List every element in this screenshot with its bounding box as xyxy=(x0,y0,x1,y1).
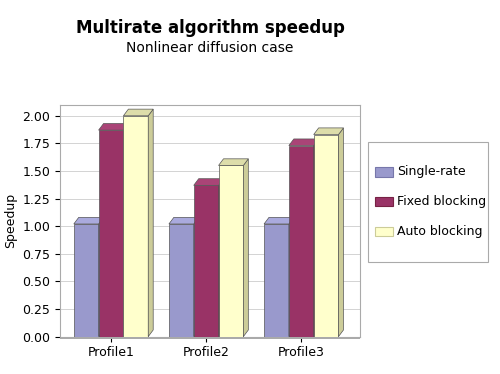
Bar xyxy=(74,224,98,337)
Polygon shape xyxy=(264,217,294,224)
Bar xyxy=(60,337,360,339)
Text: Fixed blocking: Fixed blocking xyxy=(398,195,486,208)
Polygon shape xyxy=(314,128,344,135)
Y-axis label: Speedup: Speedup xyxy=(4,193,16,248)
Polygon shape xyxy=(169,217,198,224)
Bar xyxy=(194,186,218,337)
Polygon shape xyxy=(148,109,153,337)
Polygon shape xyxy=(124,123,128,337)
Bar xyxy=(314,135,338,337)
Bar xyxy=(264,224,289,337)
Text: Auto blocking: Auto blocking xyxy=(398,225,483,238)
Bar xyxy=(98,130,124,337)
Polygon shape xyxy=(244,159,248,337)
Bar xyxy=(169,224,194,337)
Polygon shape xyxy=(218,159,248,165)
Text: Single-rate: Single-rate xyxy=(398,165,466,178)
Text: Multirate algorithm speedup: Multirate algorithm speedup xyxy=(76,19,344,37)
Polygon shape xyxy=(194,179,224,186)
Polygon shape xyxy=(289,139,318,145)
Polygon shape xyxy=(289,217,294,337)
Polygon shape xyxy=(218,179,224,337)
Text: Nonlinear diffusion case: Nonlinear diffusion case xyxy=(126,41,294,55)
Polygon shape xyxy=(74,217,104,224)
Polygon shape xyxy=(194,217,198,337)
Bar xyxy=(218,165,244,337)
Bar xyxy=(124,116,148,337)
Polygon shape xyxy=(98,217,103,337)
Polygon shape xyxy=(124,109,153,116)
Polygon shape xyxy=(98,123,128,130)
Polygon shape xyxy=(314,139,318,337)
Polygon shape xyxy=(338,128,344,337)
Bar xyxy=(289,145,314,337)
